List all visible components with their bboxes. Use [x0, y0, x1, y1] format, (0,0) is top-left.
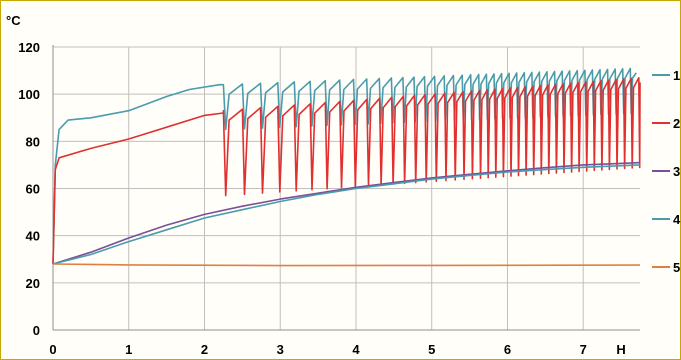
- series-line-3: [52, 161, 641, 265]
- x-tick-label: 2: [201, 342, 208, 357]
- series-line-5: [52, 263, 641, 267]
- x-tick-label: 1: [125, 342, 132, 357]
- legend: 1 2 3 4 5: [652, 68, 681, 275]
- x-tick-label: 0: [49, 342, 56, 357]
- series-lines: [52, 67, 641, 267]
- legend-label-1: 1: [673, 68, 680, 83]
- legend-label-3: 3: [673, 164, 680, 179]
- y-tick-label: 0: [33, 323, 40, 338]
- x-tick-label: 6: [504, 342, 511, 357]
- series-line-4: [52, 164, 641, 265]
- legend-label-5: 5: [673, 260, 680, 275]
- series-line-1: [52, 67, 637, 265]
- y-tick-label: 120: [18, 40, 40, 55]
- y-tick-label: 60: [26, 182, 40, 197]
- x-tick-label: 5: [428, 342, 435, 357]
- x-tick-label: 7: [580, 342, 587, 357]
- y-tick-label: 20: [26, 276, 40, 291]
- x-axis-unit: H: [616, 342, 625, 357]
- series-line-2: [52, 77, 641, 265]
- x-tick-label: 3: [277, 342, 284, 357]
- y-axis-unit: °C: [6, 13, 21, 28]
- y-tick-label: 80: [26, 134, 40, 149]
- axes: 0 20 40 60 80 100 120 0 1 2 3 4 5 6 7 H: [18, 40, 640, 357]
- x-tick-label: 4: [352, 342, 360, 357]
- legend-label-4: 4: [673, 212, 681, 227]
- y-tick-label: 100: [18, 87, 40, 102]
- y-tick-label: 40: [26, 229, 40, 244]
- legend-label-2: 2: [673, 116, 680, 131]
